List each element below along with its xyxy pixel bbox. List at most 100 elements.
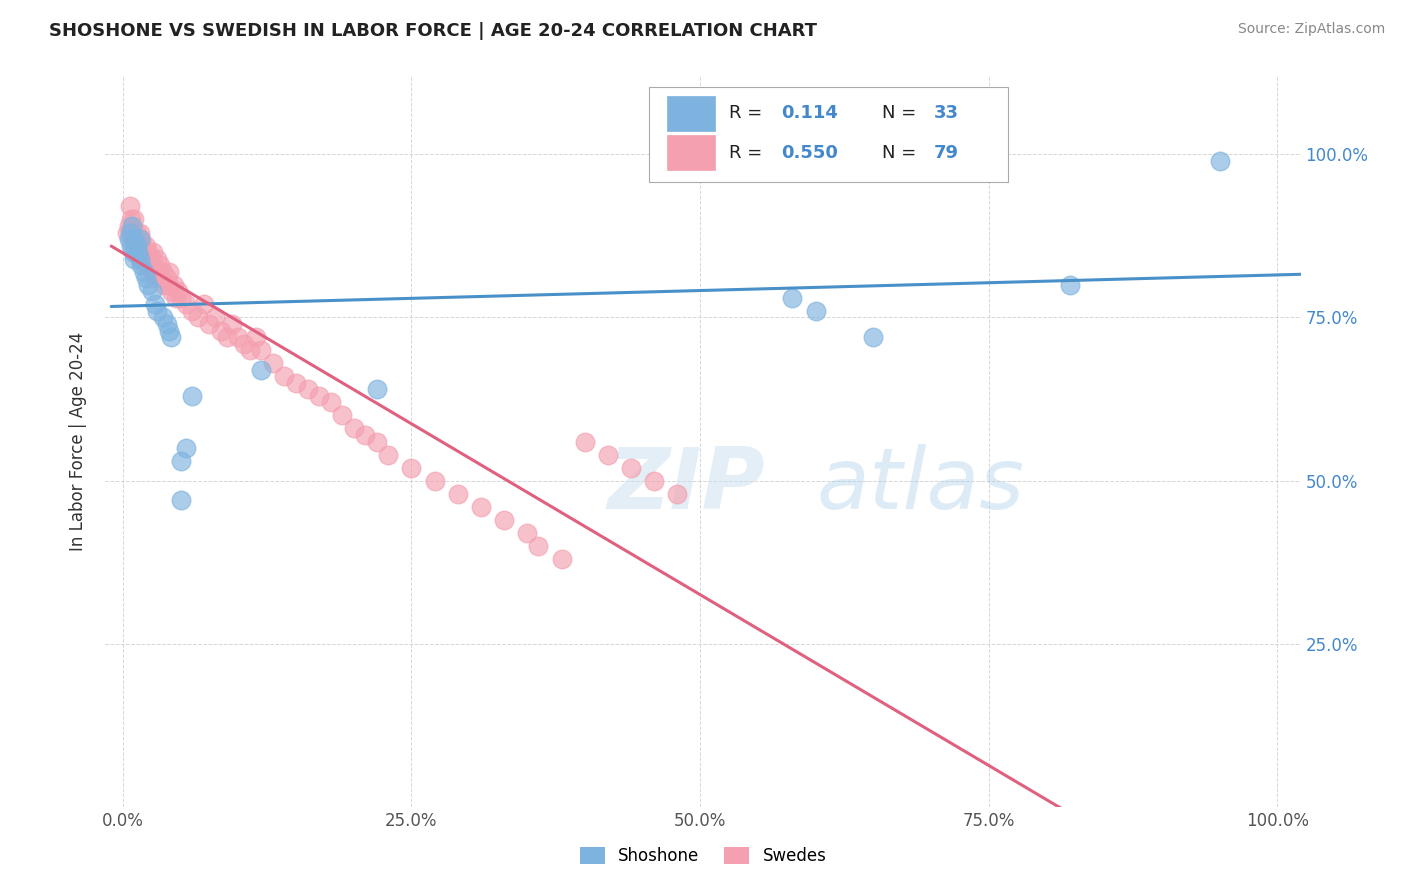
Point: [330, 409, 353, 423]
Point: [308, 389, 330, 403]
Point: [152, 265, 174, 279]
Text: N =: N =: [883, 104, 922, 122]
Point: [121, 219, 143, 233]
Point: [204, 310, 226, 325]
Point: [118, 199, 141, 213]
Point: [129, 258, 152, 272]
Legend: Shoshone, Swedes: Shoshone, Swedes: [572, 840, 834, 872]
Point: [401, 460, 423, 475]
Point: [129, 252, 152, 266]
Point: [134, 252, 156, 266]
Point: [596, 448, 619, 462]
Point: [233, 336, 256, 351]
Point: [643, 474, 665, 488]
Point: [215, 330, 238, 344]
Point: [143, 271, 166, 285]
Point: [167, 285, 190, 299]
Point: [297, 382, 319, 396]
Point: [143, 297, 166, 311]
Point: [136, 245, 159, 260]
Point: [550, 552, 572, 566]
Point: [160, 285, 183, 299]
Point: [117, 219, 139, 233]
Point: [127, 238, 149, 252]
Point: [319, 395, 342, 409]
Text: R =: R =: [730, 144, 768, 161]
Point: [174, 441, 197, 455]
Point: [118, 226, 141, 240]
Point: [146, 252, 169, 266]
Point: [181, 304, 204, 318]
Point: [174, 297, 197, 311]
Point: [666, 487, 689, 501]
Point: [142, 265, 165, 279]
Point: [193, 297, 215, 311]
Point: [129, 252, 152, 266]
Point: [127, 245, 149, 260]
FancyBboxPatch shape: [668, 135, 716, 170]
Point: [141, 252, 163, 266]
Point: [153, 277, 176, 292]
Point: [131, 238, 153, 252]
Text: 0.550: 0.550: [780, 144, 838, 161]
Point: [343, 421, 366, 435]
Point: [136, 277, 159, 292]
Point: [129, 232, 152, 246]
Point: [181, 389, 204, 403]
Point: [273, 369, 295, 384]
Point: [162, 277, 184, 292]
Text: 79: 79: [934, 144, 959, 161]
Point: [135, 271, 157, 285]
Text: R =: R =: [730, 104, 768, 122]
Point: [209, 324, 232, 338]
Point: [117, 226, 139, 240]
Point: [221, 317, 243, 331]
Point: [132, 265, 155, 279]
Point: [620, 460, 643, 475]
Point: [574, 434, 596, 449]
Point: [149, 258, 172, 272]
Point: [132, 245, 155, 260]
FancyBboxPatch shape: [668, 95, 716, 130]
Point: [138, 252, 160, 266]
FancyBboxPatch shape: [650, 87, 1008, 182]
Point: [152, 310, 174, 325]
Point: [117, 232, 139, 246]
Point: [156, 317, 179, 331]
Point: [139, 258, 162, 272]
Point: [129, 232, 152, 246]
Point: [120, 238, 142, 252]
Text: ZIP: ZIP: [607, 444, 765, 527]
Point: [782, 291, 804, 305]
Point: [128, 245, 150, 260]
Point: [121, 226, 143, 240]
Point: [516, 526, 538, 541]
Text: 0.114: 0.114: [780, 104, 838, 122]
Point: [527, 539, 550, 553]
Point: [129, 226, 152, 240]
Point: [377, 448, 399, 462]
Point: [239, 343, 262, 358]
Point: [423, 474, 446, 488]
Point: [366, 382, 388, 396]
Point: [125, 226, 148, 240]
Point: [245, 330, 267, 344]
Point: [262, 356, 284, 370]
Point: [160, 330, 183, 344]
Point: [804, 304, 827, 318]
Point: [146, 304, 169, 318]
Point: [198, 317, 221, 331]
Point: [124, 238, 146, 252]
Point: [250, 343, 273, 358]
Point: [169, 454, 191, 468]
Point: [187, 310, 209, 325]
Point: [1209, 153, 1232, 168]
Point: [354, 428, 377, 442]
Text: 33: 33: [934, 104, 959, 122]
Point: [135, 238, 157, 252]
Point: [1059, 277, 1081, 292]
Point: [366, 434, 388, 449]
Point: [156, 271, 179, 285]
Point: [124, 212, 146, 227]
Point: [142, 245, 165, 260]
